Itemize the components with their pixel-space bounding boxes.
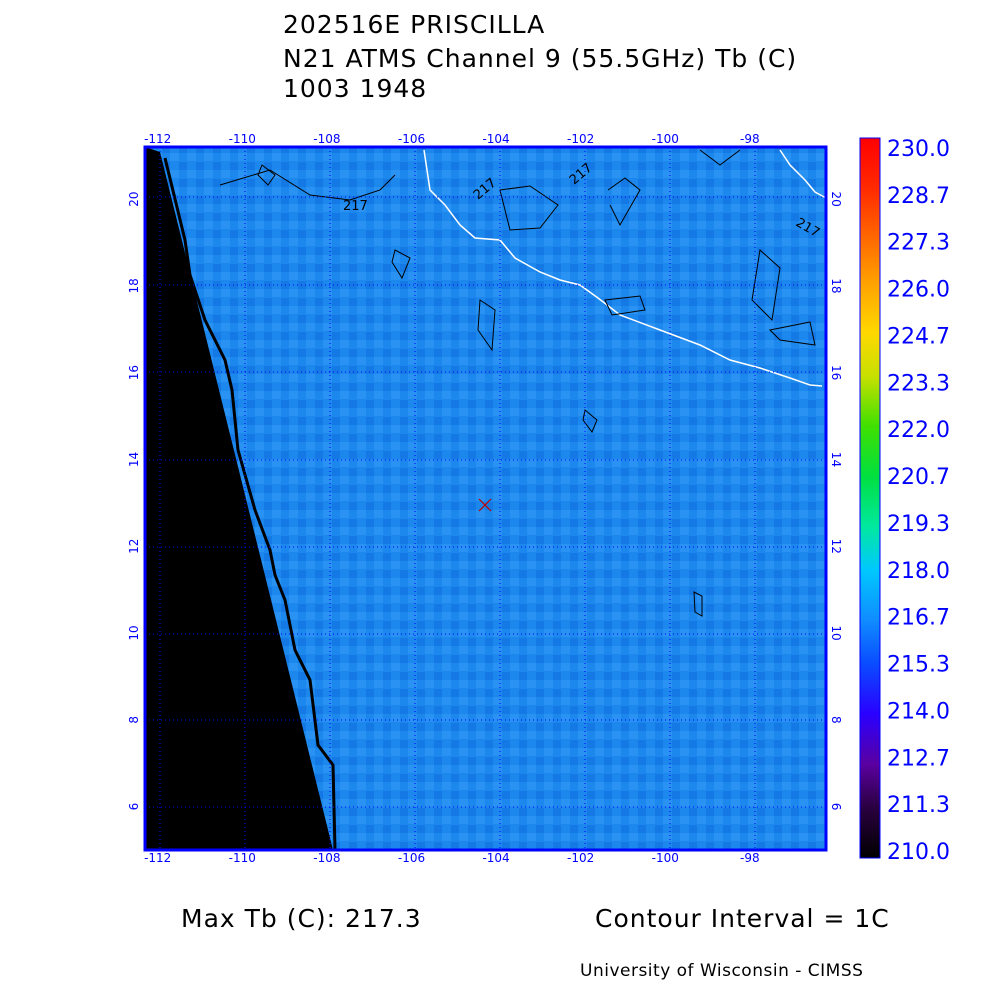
- swath-edge-contour: [163, 157, 337, 851]
- lat-tick-label: 16: [127, 365, 141, 380]
- lat-tick-label: 8: [829, 716, 843, 724]
- contour-label: 217: [343, 199, 368, 214]
- longitude-labels-top: -112 -110 -108 -106 -104 -102 -100 -98: [144, 132, 760, 146]
- lon-tick-label: -100: [652, 132, 679, 146]
- colorbar-label: 216.7: [887, 606, 950, 631]
- lat-tick-label: 10: [829, 625, 843, 640]
- lon-tick-label: -110: [229, 851, 256, 865]
- title-storm: 202516E PRISCILLA: [283, 10, 546, 39]
- lat-tick-label: 6: [127, 803, 141, 811]
- colorbar-label: 210.0: [887, 840, 950, 865]
- contours: [219, 149, 816, 617]
- title-datetime: 1003 1948: [283, 74, 428, 103]
- colorbar-label: 212.7: [887, 746, 950, 771]
- lon-tick-label: -112: [144, 851, 171, 865]
- lat-tick-label: 8: [127, 716, 141, 724]
- colorbar-label: 215.3: [887, 653, 950, 678]
- lat-tick-label: 20: [127, 191, 141, 206]
- lon-tick-label: -112: [144, 132, 171, 146]
- graticule: [145, 147, 826, 850]
- no-data-region: [145, 147, 333, 850]
- lon-tick-label: -102: [567, 132, 594, 146]
- lat-tick-label: 14: [127, 452, 141, 467]
- colorbar: [859, 137, 881, 859]
- lon-tick-label: -106: [398, 851, 425, 865]
- storm-center-marker: [478, 498, 492, 512]
- lon-tick-label: -106: [398, 132, 425, 146]
- lon-tick-label: -108: [313, 132, 340, 146]
- colorbar-label: 218.0: [887, 559, 950, 584]
- colorbar-label: 211.3: [887, 793, 950, 818]
- colorbar-label: 219.3: [887, 512, 950, 537]
- max-tb-text: Max Tb (C): 217.3: [181, 904, 422, 933]
- lat-tick-label: 12: [829, 539, 843, 554]
- lat-tick-label: 20: [829, 191, 843, 206]
- title-sensor: N21 ATMS Channel 9 (55.5GHz) Tb (C): [283, 44, 798, 73]
- lat-tick-label: 18: [127, 278, 141, 293]
- lon-tick-label: -100: [652, 851, 679, 865]
- lon-tick-label: -104: [482, 851, 509, 865]
- colorbar-label: 227.3: [887, 231, 950, 256]
- latitude-labels-right: 20 18 16 14 12 10 8 6: [829, 191, 843, 810]
- lon-tick-label: -102: [567, 851, 594, 865]
- lat-tick-label: 16: [829, 365, 843, 380]
- colorbar-label: 222.0: [887, 418, 950, 443]
- lon-tick-label: -110: [229, 132, 256, 146]
- colorbar-label: 214.0: [887, 699, 950, 724]
- lat-tick-label: 18: [829, 278, 843, 293]
- colorbar-label: 220.7: [887, 465, 950, 490]
- lat-tick-label: 10: [127, 625, 141, 640]
- longitude-labels-bottom: -112 -110 -108 -106 -104 -102 -100 -98: [144, 851, 760, 865]
- lat-tick-label: 6: [829, 803, 843, 811]
- colorbar-label: 230.0: [887, 137, 950, 162]
- coastline: [423, 149, 823, 387]
- colorbar-label: 223.3: [887, 371, 950, 396]
- colorbar-label: 226.0: [887, 278, 950, 303]
- credit-text: University of Wisconsin - CIMSS: [580, 961, 864, 981]
- lon-tick-label: -104: [482, 132, 509, 146]
- map-frame: [143, 145, 828, 852]
- latitude-labels-left: 20 18 16 14 12 10 8 6: [127, 191, 141, 810]
- contour-interval-text: Contour Interval = 1C: [595, 904, 890, 933]
- colorbar-label: 228.7: [887, 184, 950, 209]
- lon-tick-label: -98: [740, 851, 760, 865]
- lat-tick-label: 14: [829, 452, 843, 467]
- lat-tick-label: 12: [127, 539, 141, 554]
- lon-tick-label: -108: [313, 851, 340, 865]
- coastline-north: [779, 149, 827, 199]
- colorbar-label: 224.7: [887, 324, 950, 349]
- colorbar-labels: 230.0 228.7 227.3 226.0 224.7 223.3 222.0 220.7…: [887, 137, 950, 865]
- lon-tick-label: -98: [740, 132, 760, 146]
